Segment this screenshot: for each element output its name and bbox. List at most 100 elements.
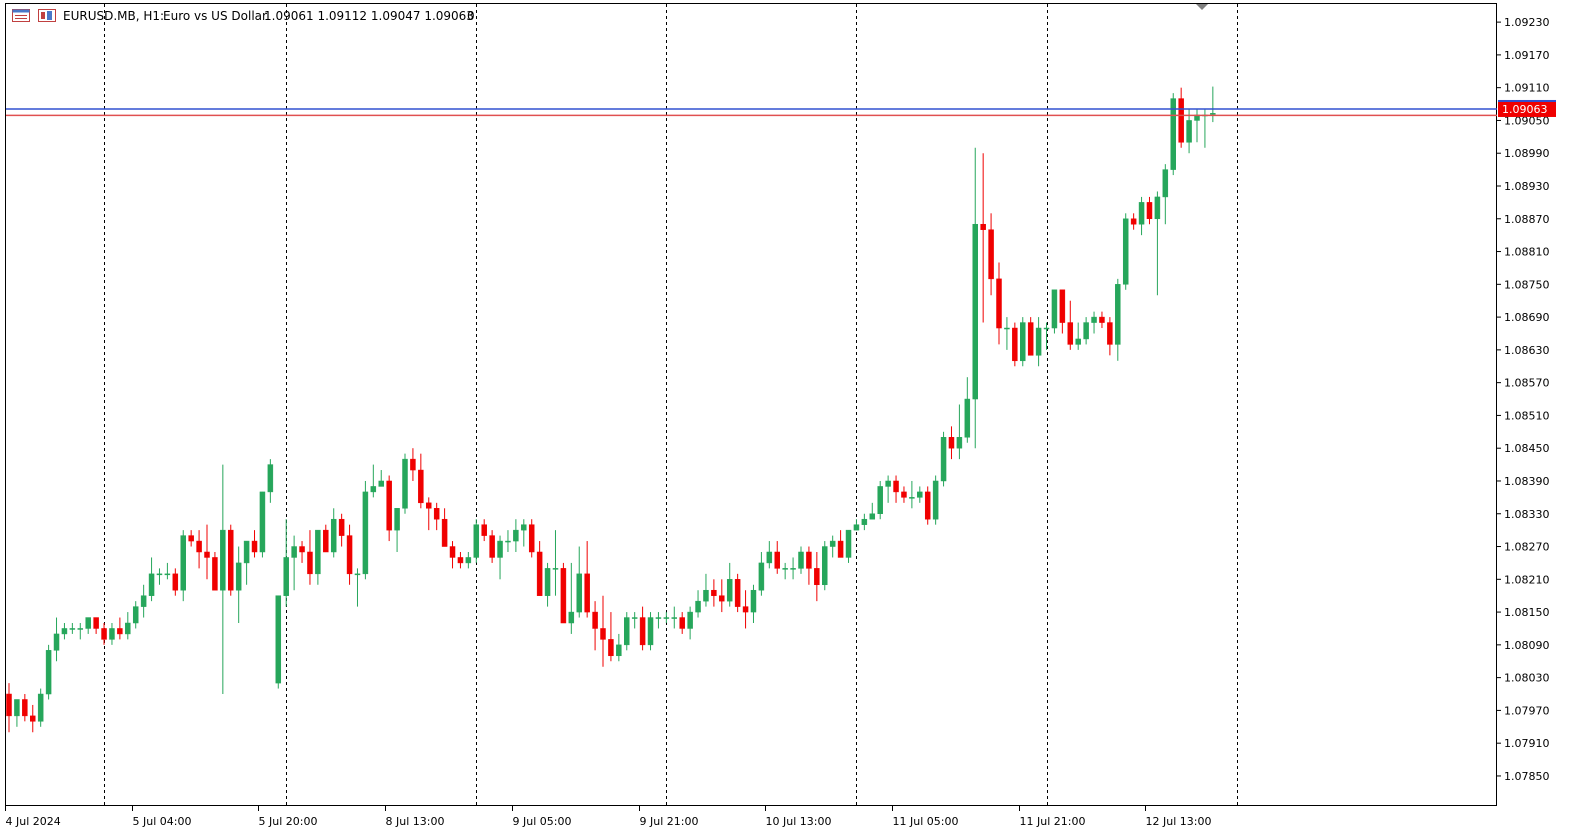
candle[interactable] [822,541,828,591]
candle[interactable] [140,584,147,618]
candle[interactable] [695,590,701,618]
candle[interactable] [711,579,717,607]
candle[interactable] [378,470,384,487]
candle[interactable] [275,595,282,689]
candle[interactable] [346,524,353,585]
candle[interactable] [814,551,820,602]
candle[interactable] [410,448,416,481]
candle[interactable] [449,541,456,569]
candle[interactable] [909,480,915,509]
candle[interactable] [861,513,868,531]
candle[interactable] [790,557,796,580]
candle[interactable] [370,464,377,498]
candle[interactable] [22,694,28,722]
candle[interactable] [172,568,179,596]
candle[interactable] [1210,86,1216,123]
candle[interactable] [204,524,210,580]
candle[interactable] [220,464,226,695]
candle[interactable] [156,568,163,585]
candle[interactable] [473,519,480,563]
candle[interactable] [917,486,923,503]
candle[interactable] [93,617,99,634]
candle[interactable] [251,530,258,558]
candle[interactable] [1099,311,1105,329]
candle[interactable] [259,491,266,558]
candle[interactable] [647,612,654,651]
candle[interactable] [600,595,606,667]
candle[interactable] [196,530,202,569]
candle[interactable] [845,529,852,563]
candle[interactable] [679,612,685,634]
candle[interactable] [988,213,994,296]
candle[interactable] [465,551,472,569]
candle[interactable] [53,617,60,662]
candle[interactable] [956,404,963,460]
candle[interactable] [117,617,123,640]
candle[interactable] [1020,317,1026,367]
candle[interactable] [1012,322,1018,367]
candle[interactable] [188,530,194,547]
candle[interactable] [584,541,590,618]
candle[interactable] [37,688,44,727]
candle[interactable] [703,573,709,607]
candle[interactable] [829,535,836,558]
candle[interactable] [14,699,20,727]
candle[interactable] [742,590,749,629]
candle[interactable] [307,530,313,585]
candle[interactable] [932,475,939,525]
candle[interactable] [1035,317,1042,367]
candle[interactable] [671,606,678,629]
candle[interactable] [394,508,400,552]
candle[interactable] [1043,322,1050,350]
candle[interactable] [513,519,519,552]
candle[interactable] [592,601,598,651]
candle[interactable] [386,475,392,542]
candle[interactable] [750,584,757,624]
candle[interactable] [877,480,883,520]
candle[interactable] [1115,278,1121,361]
candle[interactable] [1107,317,1113,356]
candle[interactable] [354,568,361,607]
candle[interactable] [655,612,662,629]
candle[interactable] [1162,164,1169,225]
candle[interactable] [639,606,646,651]
candle[interactable] [441,508,448,547]
candle[interactable] [505,530,511,552]
candle[interactable] [101,623,107,645]
candle[interactable] [212,551,218,591]
candle[interactable] [180,530,186,602]
candle[interactable] [885,475,891,503]
candle[interactable] [837,530,844,558]
candle[interactable] [481,519,487,542]
candle[interactable] [663,612,670,624]
candle[interactable] [560,562,567,624]
candle[interactable] [1004,317,1010,350]
candle[interactable] [536,541,543,596]
candle[interactable] [552,530,559,596]
candle[interactable] [69,623,76,634]
candle[interactable] [766,541,773,569]
candle[interactable] [798,546,804,574]
candle[interactable] [1083,317,1089,345]
candle[interactable] [996,262,1002,345]
candle[interactable] [1051,289,1058,334]
candle[interactable] [624,612,630,651]
candle[interactable] [1091,311,1097,334]
candle[interactable] [758,551,765,596]
candle[interactable] [1027,317,1034,356]
candle[interactable] [243,540,250,585]
candle[interactable] [109,623,115,645]
candle[interactable] [1186,109,1192,154]
candle[interactable] [893,475,899,503]
candle[interactable] [1138,196,1145,236]
candle[interactable] [608,612,614,662]
candle[interactable] [299,541,305,563]
candle[interactable] [964,377,971,443]
candle[interactable] [338,513,345,547]
candle[interactable] [1059,289,1066,334]
candle[interactable] [1130,213,1137,230]
candle[interactable] [853,519,860,531]
candle[interactable] [869,502,876,520]
candle[interactable] [315,529,321,585]
